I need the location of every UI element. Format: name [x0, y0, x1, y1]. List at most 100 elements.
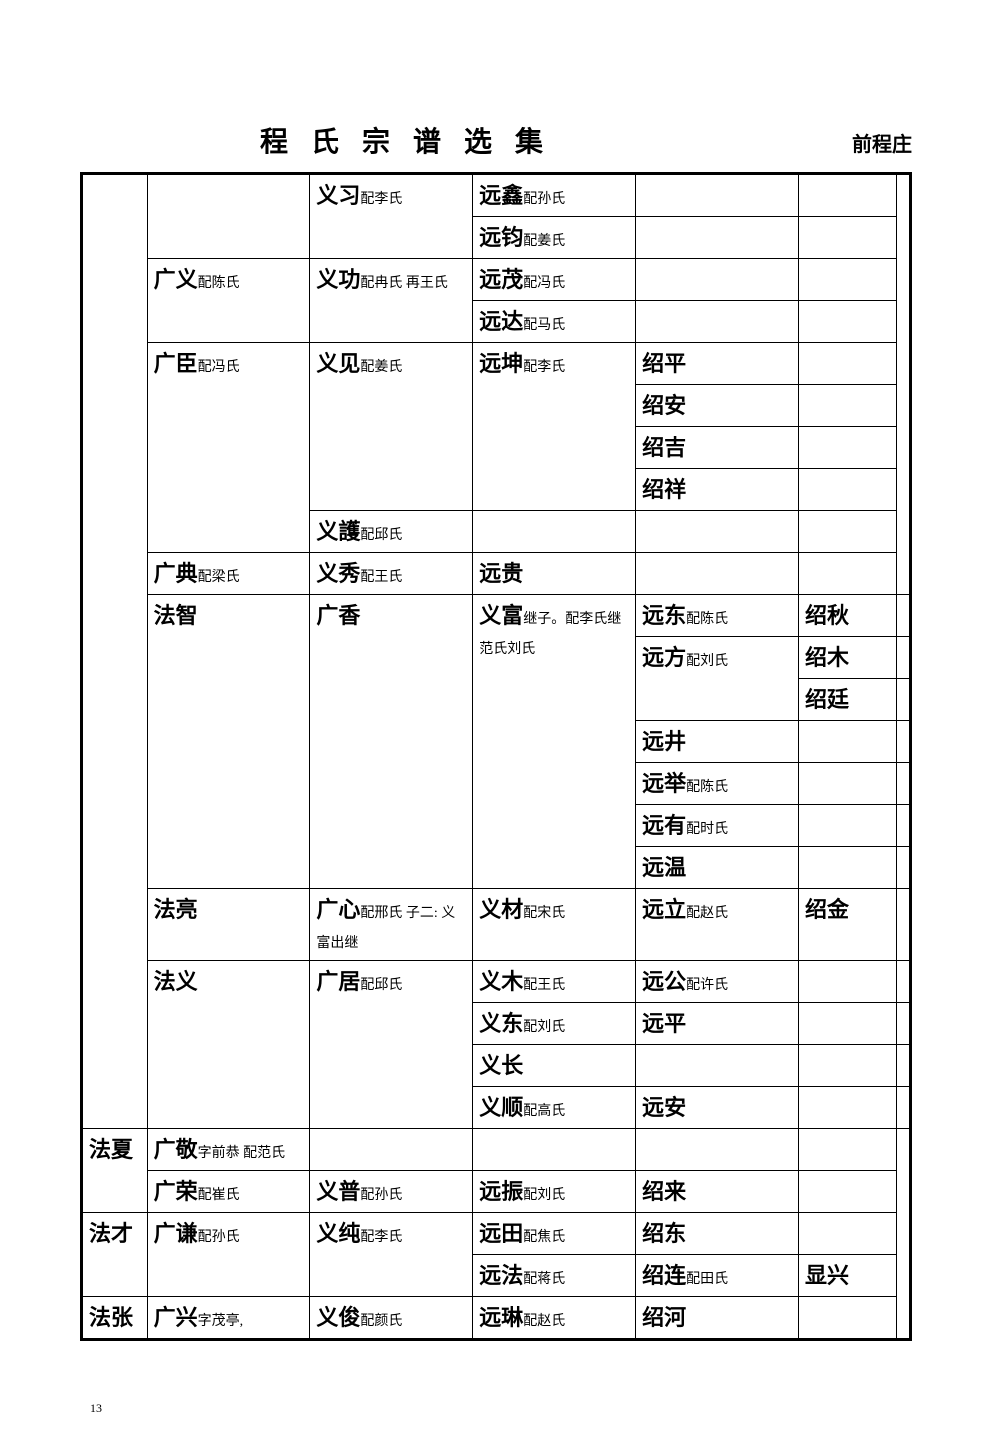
- table-cell: 绍安: [636, 385, 799, 427]
- table-cell: 义习配李氏: [310, 174, 473, 259]
- table-cell: 远鑫配孙氏: [473, 174, 636, 217]
- table-cell: 义纯配李氏: [310, 1213, 473, 1297]
- table-cell: 显兴: [798, 1255, 896, 1297]
- table-cell: 法夏: [82, 1129, 148, 1213]
- table-cell: 远井: [636, 721, 799, 763]
- table-cell: [636, 511, 799, 553]
- table-cell: [798, 553, 896, 595]
- table-cell: 法才: [82, 1213, 148, 1297]
- table-cell: [896, 805, 910, 847]
- table-cell: 远公配许氏: [636, 961, 799, 1003]
- table-row: 广典配梁氏义秀配王氏远贵: [82, 553, 911, 595]
- table-row: 广义配陈氏义功配冉氏 再王氏远茂配冯氏: [82, 259, 911, 301]
- table-cell: [798, 1087, 896, 1129]
- table-cell: 远贵: [473, 553, 636, 595]
- table-cell: 远有配时氏: [636, 805, 799, 847]
- table-cell: 法义: [147, 961, 310, 1129]
- table-row: 法义广居配邱氏义木配王氏远公配许氏: [82, 961, 911, 1003]
- table-row: 法智广香义富继子。配李氏继范氏刘氏远东配陈氏绍秋: [82, 595, 911, 637]
- table-cell: 绍吉: [636, 427, 799, 469]
- table-cell: [473, 1129, 636, 1171]
- page-title: 程 氏 宗 谱 选 集: [260, 120, 852, 160]
- table-cell: 绍祥: [636, 469, 799, 511]
- table-cell: 绍秋: [798, 595, 896, 637]
- table-cell: 义长: [473, 1045, 636, 1087]
- table-cell: [798, 427, 896, 469]
- table-cell: [636, 1045, 799, 1087]
- table-cell: [798, 259, 896, 301]
- table-cell: 义木配王氏: [473, 961, 636, 1003]
- table-cell: 远钧配姜氏: [473, 217, 636, 259]
- table-cell: [798, 721, 896, 763]
- table-cell: 义普配孙氏: [310, 1171, 473, 1213]
- table-cell: [896, 1045, 910, 1087]
- table-cell: 义秀配王氏: [310, 553, 473, 595]
- table-cell: 绍金: [798, 889, 896, 961]
- table-cell: [798, 1213, 896, 1255]
- table-cell: 远方配刘氏: [636, 637, 799, 721]
- table-cell: 义富继子。配李氏继范氏刘氏: [473, 595, 636, 889]
- table-cell: [798, 301, 896, 343]
- table-row: 义习配李氏远鑫配孙氏: [82, 174, 911, 217]
- table-cell: [896, 1087, 910, 1129]
- genealogy-table: 义习配李氏远鑫配孙氏远钧配姜氏广义配陈氏义功配冉氏 再王氏远茂配冯氏远达配马氏广…: [80, 172, 912, 1341]
- table-cell: 义见配姜氏: [310, 343, 473, 511]
- table-row: 广臣配冯氏义见配姜氏远坤配李氏绍平: [82, 343, 911, 385]
- page-subtitle: 前程庄: [852, 128, 912, 157]
- table-cell: [896, 961, 910, 1003]
- table-cell: 广荣配崔氏: [147, 1171, 310, 1213]
- table-cell: 广典配梁氏: [147, 553, 310, 595]
- table-cell: 绍木: [798, 637, 896, 679]
- table-cell: 绍连配田氏: [636, 1255, 799, 1297]
- table-cell: [896, 889, 910, 961]
- table-cell: [636, 1129, 799, 1171]
- table-cell: [798, 1297, 896, 1340]
- table-cell: 广臣配冯氏: [147, 343, 310, 553]
- table-cell: 义东配刘氏: [473, 1003, 636, 1045]
- table-cell: 义功配冉氏 再王氏: [310, 259, 473, 343]
- table-cell: [896, 1003, 910, 1045]
- table-cell: [636, 301, 799, 343]
- table-cell: 广谦配孙氏: [147, 1213, 310, 1297]
- table-cell: 义俊配颜氏: [310, 1297, 473, 1340]
- table-cell: 绍平: [636, 343, 799, 385]
- table-cell: 广敬字前恭 配范氏: [147, 1129, 310, 1171]
- table-cell: 广香: [310, 595, 473, 889]
- table-cell: 远安: [636, 1087, 799, 1129]
- table-row: 法亮广心配邢氏 子二: 义富出继义材配宋氏远立配赵氏绍金: [82, 889, 911, 961]
- table-cell: 远达配马氏: [473, 301, 636, 343]
- table-cell: [636, 259, 799, 301]
- table-cell: [798, 1045, 896, 1087]
- table-cell: [147, 174, 310, 259]
- table-cell: 远举配陈氏: [636, 763, 799, 805]
- table-cell: 远法配蒋氏: [473, 1255, 636, 1297]
- table-row: 广荣配崔氏义普配孙氏远振配刘氏绍来: [82, 1171, 911, 1213]
- table-cell: [798, 174, 896, 217]
- table-cell: [636, 217, 799, 259]
- table-cell: 义護配邱氏: [310, 511, 473, 553]
- table-cell: [798, 763, 896, 805]
- table-cell: 远田配焦氏: [473, 1213, 636, 1255]
- table-cell: [798, 961, 896, 1003]
- table-cell: 绍河: [636, 1297, 799, 1340]
- table-cell: [636, 553, 799, 595]
- table-cell: 远立配赵氏: [636, 889, 799, 961]
- table-cell: [896, 847, 910, 889]
- page-number: 13: [80, 1401, 912, 1416]
- table-cell: 绍东: [636, 1213, 799, 1255]
- table-cell: [310, 1129, 473, 1171]
- table-cell: 广心配邢氏 子二: 义富出继: [310, 889, 473, 961]
- table-cell: [798, 1003, 896, 1045]
- table-cell: 远坤配李氏: [473, 343, 636, 511]
- table-cell: [798, 1129, 896, 1171]
- table-cell: [896, 637, 910, 679]
- table-cell: 法智: [147, 595, 310, 889]
- table-cell: [798, 343, 896, 385]
- table-cell: 绍来: [636, 1171, 799, 1213]
- table-row: 法夏广敬字前恭 配范氏: [82, 1129, 911, 1171]
- table-cell: 法张: [82, 1297, 148, 1340]
- table-cell: [798, 385, 896, 427]
- table-cell: [798, 217, 896, 259]
- table-cell: 广兴字茂亭,: [147, 1297, 310, 1340]
- table-row: 法张广兴字茂亭,义俊配颜氏远琳配赵氏绍河: [82, 1297, 911, 1340]
